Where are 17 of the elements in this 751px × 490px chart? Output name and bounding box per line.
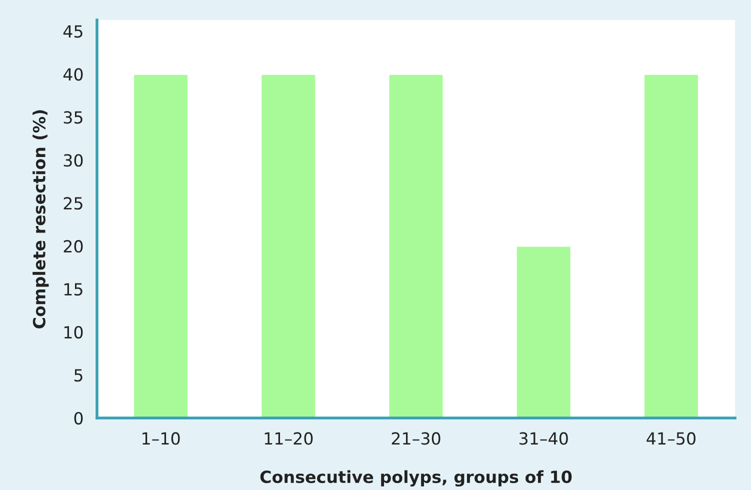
x-tick-label: 1–10 [142,432,180,445]
y-tick-label: 15 [64,283,82,296]
y-axis-title: Complete resection (%) [32,110,49,328]
y-tick-label: 35 [64,111,82,124]
y-tick-label: 20 [64,240,83,253]
x-tick-label: 21–30 [392,432,440,445]
x-tick-label: 31–40 [519,432,568,445]
y-tick-label: 45 [63,25,82,38]
y-tick-label: 0 [74,412,83,425]
y-tick-label: 5 [74,369,82,382]
x-axis-title: Consecutive polyps, groups of 10 [260,470,572,486]
x-tick-label: 11–20 [264,432,313,445]
y-tick-label: 40 [63,68,83,81]
y-tick-label: 30 [64,154,83,167]
x-tick-label: 41–50 [646,432,696,445]
y-tick-label: 10 [64,326,83,339]
y-tick-label: 25 [64,197,82,210]
